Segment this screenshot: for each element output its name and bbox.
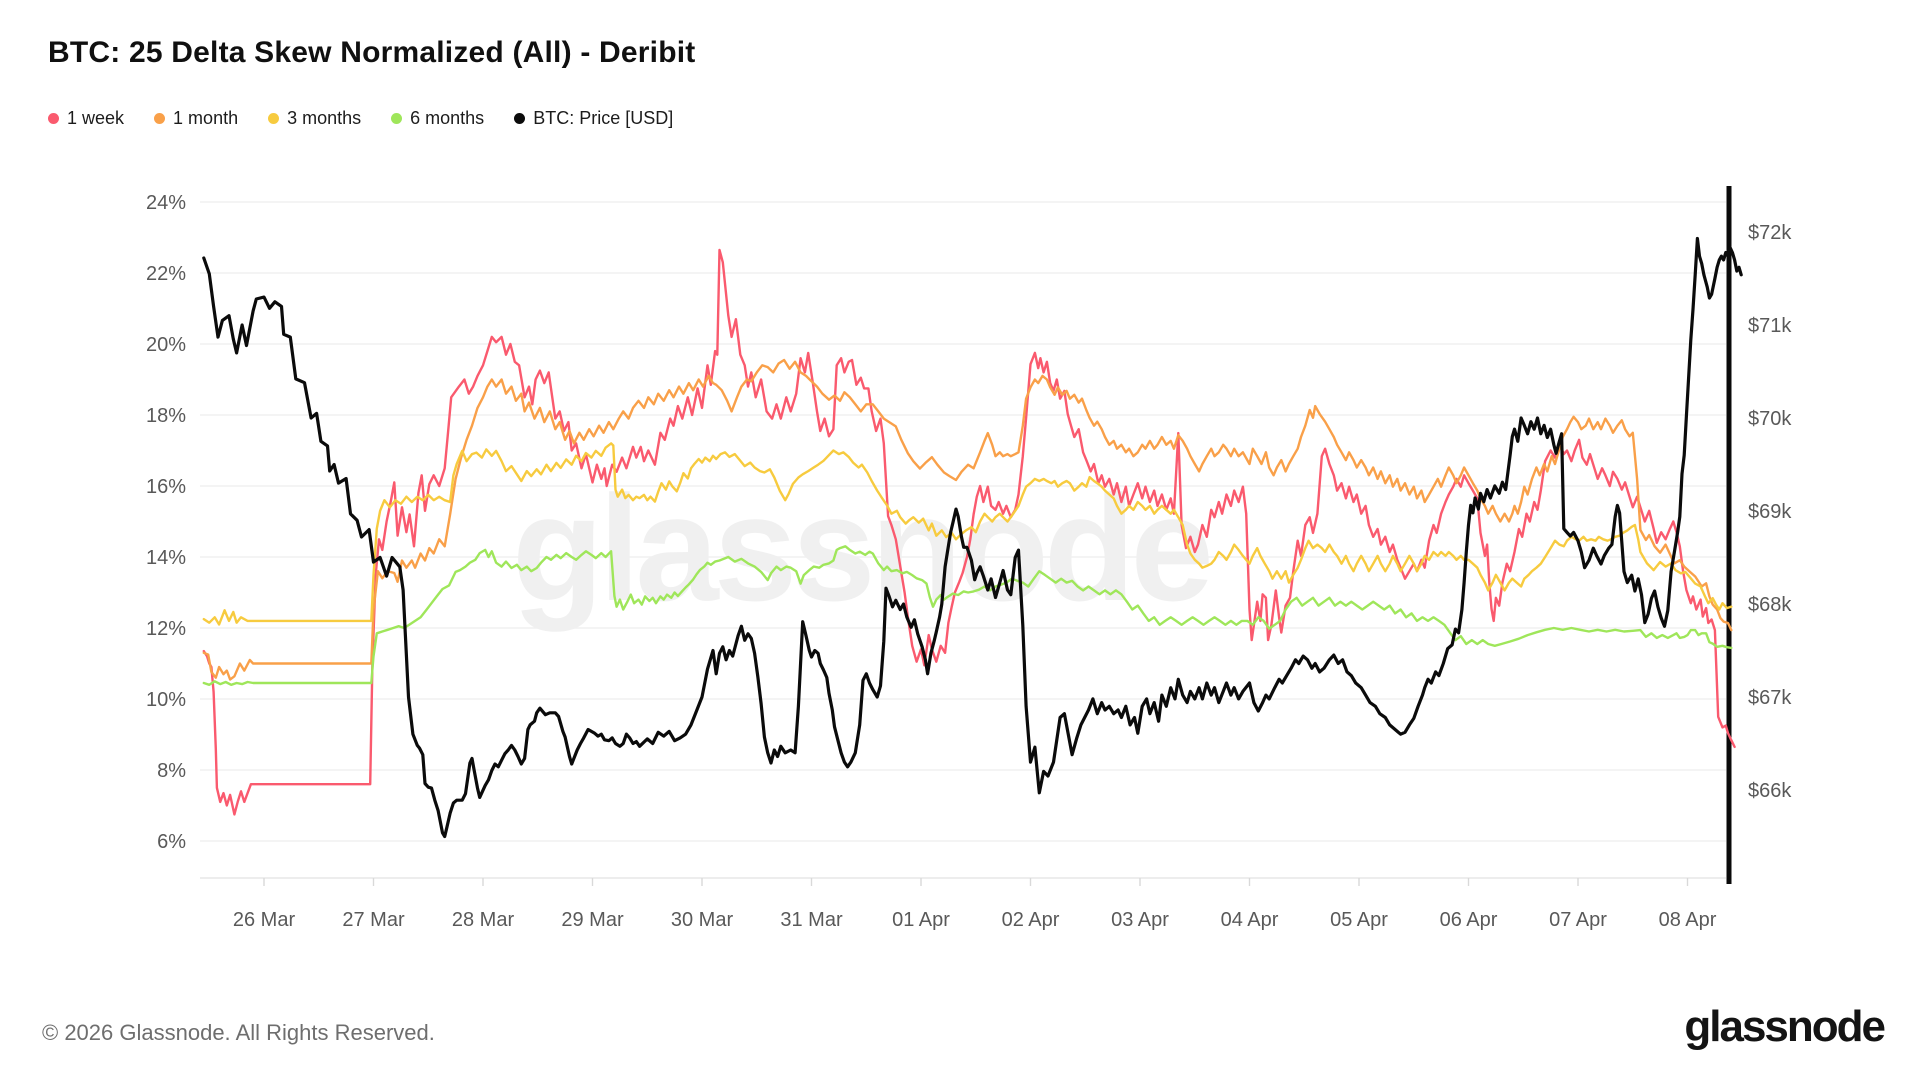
legend-item-3-months[interactable]: 3 months	[268, 108, 361, 129]
y-axis-right-tick-label: $67k	[1748, 687, 1792, 709]
series-color-dot-6-months	[391, 113, 403, 124]
y-axis-left-tick-label: 16%	[146, 476, 186, 498]
y-axis-right-tick-label: $72k	[1748, 222, 1792, 244]
y-axis-left-tick-label: 24%	[146, 192, 186, 214]
legend-item-btc-price[interactable]: BTC: Price [USD]	[514, 108, 673, 129]
y-axis-right-tick-label: $66k	[1748, 780, 1792, 802]
series-line-6-months	[202, 545, 1733, 686]
legend-label-btc-price: BTC: Price [USD]	[533, 108, 674, 128]
series-color-dot-btc-price	[514, 113, 526, 124]
x-axis-tick-label: 30 Mar	[671, 909, 734, 931]
legend-label-1-week: 1 week	[67, 108, 125, 128]
series-color-dot-3-months	[268, 113, 280, 124]
x-axis-tick-label: 06 Apr	[1440, 909, 1498, 931]
y-axis-left-tick-label: 18%	[146, 405, 186, 427]
x-axis-tick-label: 04 Apr	[1221, 909, 1279, 931]
x-axis-tick-label: 07 Apr	[1549, 909, 1607, 931]
x-axis-tick-label: 28 Mar	[452, 909, 515, 931]
series-color-dot-1-month	[154, 113, 166, 124]
legend-item-1-month[interactable]: 1 month	[154, 108, 238, 129]
y-axis-left-tick-label: 10%	[146, 689, 186, 711]
y-axis-left-tick-label: 6%	[157, 831, 186, 853]
glassnode-logo: glassnode	[1684, 1002, 1886, 1051]
legend-item-6-months[interactable]: 6 months	[391, 108, 484, 129]
y-axis-left-tick-label: 20%	[146, 334, 186, 356]
y-axis-right-tick-label: $68k	[1748, 594, 1792, 616]
legend-label-1-month: 1 month	[173, 108, 239, 128]
y-axis-left-tick-label: 8%	[157, 760, 186, 782]
page-title: BTC: 25 Delta Skew Normalized (All) - De…	[48, 36, 696, 69]
series-color-dot-1-week	[48, 113, 59, 124]
y-axis-right-tick-label: $69k	[1748, 501, 1792, 523]
y-axis-left-tick-label: 22%	[146, 263, 186, 285]
copyright-text: © 2026 Glassnode. All Rights Reserved.	[42, 1020, 435, 1045]
series-line-3-months	[202, 442, 1733, 626]
x-axis-tick-label: 29 Mar	[561, 909, 624, 931]
series-line-1-week	[202, 248, 1736, 816]
x-axis-tick-label: 26 Mar	[233, 909, 296, 931]
y-axis-right-tick-label: $71k	[1748, 315, 1792, 337]
series-line-btc-price-usd-	[202, 236, 1743, 839]
x-axis-tick-label: 08 Apr	[1659, 909, 1717, 931]
series-line-1-month	[202, 358, 1733, 681]
y-axis-left-tick-label: 12%	[146, 618, 186, 640]
x-axis-tick-label: 03 Apr	[1111, 909, 1169, 931]
x-axis-tick-label: 27 Mar	[342, 909, 405, 931]
x-axis-tick-label: 01 Apr	[892, 909, 950, 931]
x-axis-tick-label: 31 Mar	[780, 909, 843, 931]
y-axis-right-tick-label: $70k	[1748, 408, 1792, 430]
legend-label-6-months: 6 months	[410, 108, 485, 128]
legend-label-3-months: 3 months	[287, 108, 362, 128]
y-axis-left-tick-label: 14%	[146, 547, 186, 569]
x-axis-tick-label: 05 Apr	[1330, 909, 1388, 931]
x-axis-tick-label: 02 Apr	[1002, 909, 1060, 931]
legend: 1 week 1 month 3 months 6 months BTC: Pr…	[48, 108, 673, 129]
legend-item-1-week[interactable]: 1 week	[48, 108, 124, 129]
